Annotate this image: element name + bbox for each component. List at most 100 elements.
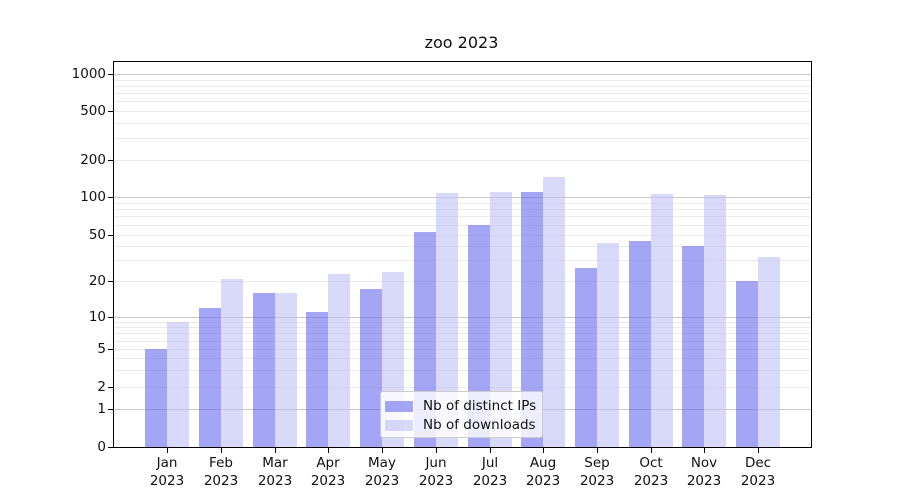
- gridline-minor: [114, 101, 811, 102]
- bar-distinct-ips-may-2023: [360, 289, 382, 447]
- x-tick-label-month: Jan: [156, 455, 178, 471]
- x-tick-label: Jun 2023: [404, 455, 468, 490]
- gridline-major: [114, 74, 811, 75]
- gridline-minor: [114, 358, 811, 359]
- x-tick-mark: [758, 448, 759, 453]
- x-tick-mark: [704, 448, 705, 453]
- x-tick-label-year: 2023: [633, 472, 669, 489]
- y-tick-label: 5: [97, 341, 106, 357]
- bar-distinct-ips-aug-2023: [521, 192, 543, 447]
- y-tick-mark: [108, 160, 113, 161]
- x-tick-label-year: 2023: [525, 472, 561, 489]
- x-tick-label: Dec 2023: [726, 455, 790, 490]
- x-tick-label: Feb 2023: [189, 455, 253, 490]
- gridline-minor: [114, 138, 811, 139]
- gridline-minor: [114, 203, 811, 204]
- x-tick-mark: [651, 448, 652, 453]
- gridline-minor: [114, 281, 811, 282]
- y-tick-mark: [108, 111, 113, 112]
- y-tick-mark: [108, 74, 113, 75]
- y-tick-label: 20: [88, 273, 106, 289]
- x-tick-label-month: May: [368, 455, 396, 471]
- gridline-minor: [114, 216, 811, 217]
- gridline-minor: [114, 111, 811, 112]
- x-tick-mark: [597, 448, 598, 453]
- legend-label-distinct-ips: Nb of distinct IPs: [423, 398, 537, 414]
- legend-label-downloads: Nb of downloads: [423, 417, 536, 433]
- x-tick-mark: [221, 448, 222, 453]
- y-tick-mark: [108, 447, 113, 448]
- y-tick-label: 200: [80, 152, 106, 168]
- y-tick-mark: [108, 349, 113, 350]
- y-tick-mark: [108, 387, 113, 388]
- gridline-minor: [114, 123, 811, 124]
- y-tick-mark: [108, 235, 113, 236]
- y-tick-mark: [108, 317, 113, 318]
- y-tick-mark: [108, 409, 113, 410]
- bar-downloads-oct-2023: [651, 194, 673, 447]
- bar-downloads-apr-2023: [328, 274, 350, 447]
- x-tick-label-year: 2023: [364, 472, 400, 489]
- y-tick-label: 2: [97, 379, 106, 395]
- gridline-major: [114, 317, 811, 318]
- bar-downloads-jun-2023: [436, 193, 458, 447]
- x-tick-label-year: 2023: [257, 472, 293, 489]
- bar-distinct-ips-feb-2023: [199, 308, 221, 447]
- x-tick-mark: [328, 448, 329, 453]
- x-tick-label-year: 2023: [472, 472, 508, 489]
- bar-distinct-ips-oct-2023: [629, 241, 651, 447]
- legend-swatch-distinct-ips: [385, 400, 413, 412]
- gridline-minor: [114, 349, 811, 350]
- x-tick-label-year: 2023: [203, 472, 239, 489]
- gridline-minor: [114, 333, 811, 334]
- gridline-minor: [114, 370, 811, 371]
- x-tick-mark: [167, 448, 168, 453]
- x-tick-label-month: Nov: [690, 455, 718, 471]
- gridline-minor: [114, 86, 811, 87]
- gridline-minor: [114, 246, 811, 247]
- x-tick-label: Sep 2023: [565, 455, 629, 490]
- x-tick-mark: [436, 448, 437, 453]
- y-tick-label: 1000: [71, 66, 106, 82]
- gridline-minor: [114, 160, 811, 161]
- x-tick-label: Aug 2023: [511, 455, 575, 490]
- legend-row-downloads: Nb of downloads: [385, 416, 542, 434]
- x-tick-label: May 2023: [350, 455, 414, 490]
- y-tick-label: 1: [97, 401, 106, 417]
- gridline-minor: [114, 209, 811, 210]
- x-tick-mark: [490, 448, 491, 453]
- bar-downloads-sep-2023: [597, 243, 619, 447]
- gridline-minor: [114, 387, 811, 388]
- x-tick-mark: [543, 448, 544, 453]
- x-tick-label-month: Apr: [316, 455, 340, 471]
- y-tick-mark: [108, 197, 113, 198]
- legend-row-distinct-ips: Nb of distinct IPs: [385, 397, 542, 415]
- legend-swatch-downloads: [385, 419, 413, 431]
- gridline-minor: [114, 93, 811, 94]
- x-tick-label-month: Oct: [639, 455, 663, 471]
- x-tick-label-year: 2023: [740, 472, 776, 489]
- y-tick-label: 10: [88, 309, 106, 325]
- bar-downloads-jul-2023: [490, 192, 512, 447]
- bar-distinct-ips-apr-2023: [306, 312, 328, 447]
- bar-downloads-mar-2023: [275, 293, 297, 447]
- bar-distinct-ips-mar-2023: [253, 293, 275, 447]
- x-tick-label: Oct 2023: [619, 455, 683, 490]
- x-tick-mark: [382, 448, 383, 453]
- x-tick-label: Jan 2023: [135, 455, 199, 490]
- x-tick-label-year: 2023: [686, 472, 722, 489]
- bar-downloads-aug-2023: [543, 177, 565, 447]
- x-tick-label-year: 2023: [579, 472, 615, 489]
- bar-distinct-ips-nov-2023: [682, 246, 704, 447]
- gridline-minor: [114, 327, 811, 328]
- x-tick-label: Jul 2023: [458, 455, 522, 490]
- bar-downloads-jan-2023: [167, 322, 189, 447]
- gridline-minor: [114, 225, 811, 226]
- x-tick-label-month: Feb: [209, 455, 233, 471]
- x-tick-mark: [275, 448, 276, 453]
- bar-downloads-feb-2023: [221, 279, 243, 447]
- gridline-major: [114, 197, 811, 198]
- plot-area: [113, 61, 812, 448]
- gridline-minor: [114, 341, 811, 342]
